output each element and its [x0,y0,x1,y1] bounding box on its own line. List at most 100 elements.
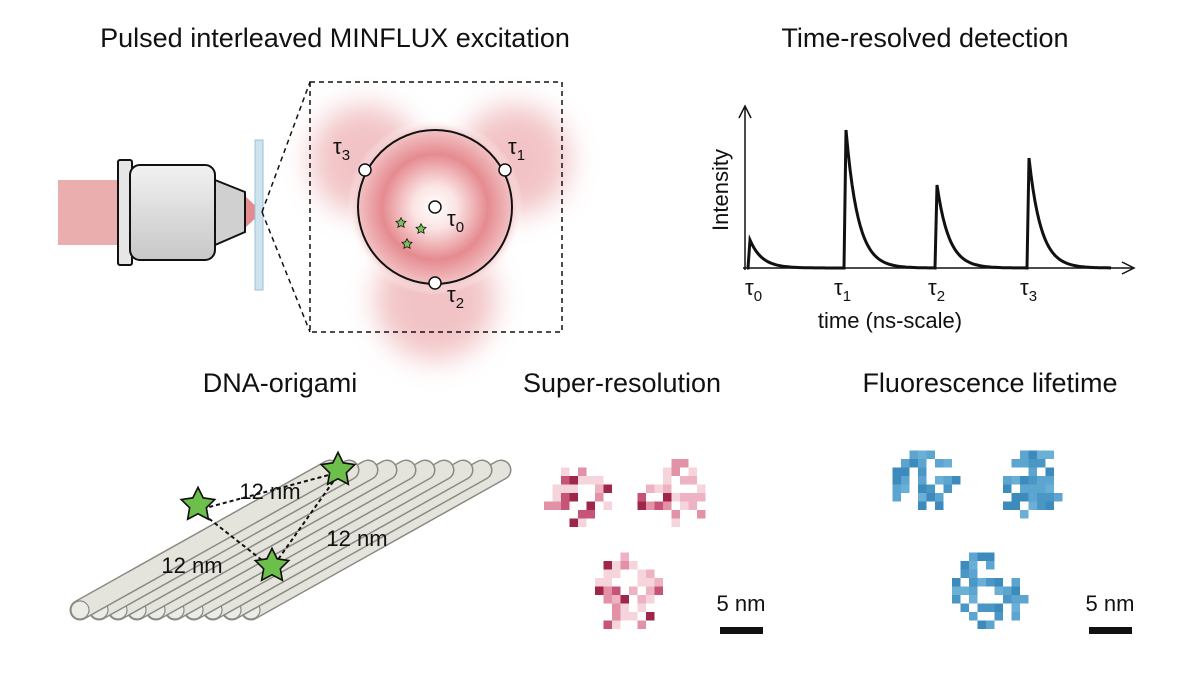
y-axis-label: Intensity [708,149,733,231]
pixel [603,569,612,578]
pixel [620,612,629,621]
beam-label: τ2 [447,282,464,312]
pixel [620,552,629,561]
pixel [595,476,604,485]
pixel [1028,459,1037,468]
distance-label: 12 nm [326,526,387,551]
pixel [969,569,978,578]
pixel [1037,493,1046,502]
pixel [612,603,621,612]
pixel [603,484,612,493]
excitation-illustration [58,81,570,360]
pixel [646,484,655,493]
pixel [892,484,901,493]
pixel [918,467,927,476]
pixel [552,484,561,493]
pixel [943,459,952,468]
pixel [977,552,986,561]
pixel [1045,484,1054,493]
pixel [1003,484,1012,493]
pixel [1011,586,1020,595]
pixel [952,595,961,604]
pixel [688,467,697,476]
pixel [680,476,689,485]
pixel [1003,476,1012,485]
pixel [994,586,1003,595]
pixel [654,484,663,493]
tick-symbol: τ [1020,275,1029,300]
pixel [663,493,672,502]
x-axis-label: time (ns-scale) [818,308,962,333]
pixel [960,569,969,578]
pixel [654,501,663,510]
pixel [663,484,672,493]
pixel [1028,501,1037,510]
pixel [1011,476,1020,485]
pixel [960,586,969,595]
pixel [637,569,646,578]
pixel [969,595,978,604]
pixel [918,501,927,510]
pixel [603,620,612,629]
pixel [1020,484,1029,493]
pixel [1037,459,1046,468]
label-index: 1 [517,147,525,164]
tick-symbol: τ [745,275,754,300]
scale-bar [1089,627,1132,634]
tick-index: 1 [843,288,851,305]
pixel [892,476,901,485]
tick-index: 0 [754,288,762,305]
pixel [926,493,935,502]
pixel [994,578,1003,587]
pixel [586,510,595,519]
pixel [986,620,995,629]
pixel [688,476,697,485]
pixel [595,578,604,587]
tick-symbol: τ [928,275,937,300]
pixel [909,459,918,468]
pixel [901,467,910,476]
pixel [671,493,680,502]
pixel [1003,586,1012,595]
label-index: 0 [456,219,464,236]
pixel [935,501,944,510]
pixel [986,552,995,561]
pixel [901,476,910,485]
pixel [603,586,612,595]
distance-label: 12 nm [161,553,222,578]
pixel [646,578,655,587]
pixel [671,459,680,468]
pixel [986,561,995,570]
tube-end [70,600,90,620]
pixel [663,467,672,476]
distance-label: 12 nm [239,479,300,504]
pixel [926,484,935,493]
pixel [952,476,961,485]
lifetime-map [892,450,1063,629]
pixel [629,561,638,570]
pixel [935,476,944,485]
pixel [646,586,655,595]
label-symbol: τ [447,282,456,307]
pixel [561,476,570,485]
pixel [671,467,680,476]
pixel [986,603,995,612]
pixel [1020,595,1029,604]
pixel [612,586,621,595]
panel-title: DNA-origami [203,368,358,398]
pixel [569,518,578,527]
pixel [671,510,680,519]
pixel [994,603,1003,612]
pixel [969,586,978,595]
pixel [892,493,901,502]
label-symbol: τ [508,134,517,159]
pixel [986,578,995,587]
pixel [1045,493,1054,502]
pixel [561,493,570,502]
pixel [969,561,978,570]
pixel [1028,493,1037,502]
pixel [629,586,638,595]
beam-label: τ1 [508,134,525,164]
pixel [603,595,612,604]
